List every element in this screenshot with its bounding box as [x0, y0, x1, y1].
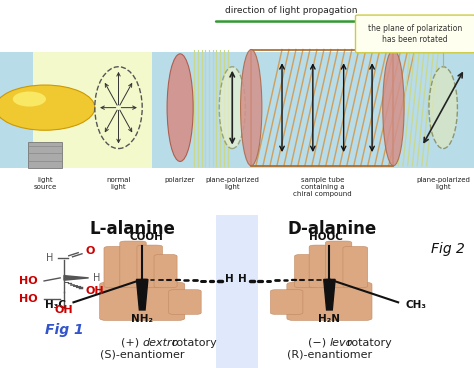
FancyBboxPatch shape — [120, 241, 146, 288]
Text: CH₃: CH₃ — [405, 300, 426, 309]
Ellipse shape — [241, 50, 262, 166]
Text: light
source: light source — [33, 177, 57, 190]
Polygon shape — [33, 52, 152, 168]
FancyBboxPatch shape — [271, 290, 303, 314]
Text: D-alanine: D-alanine — [287, 220, 376, 238]
Text: H: H — [93, 273, 101, 283]
Bar — [251, 50, 393, 166]
FancyBboxPatch shape — [309, 245, 335, 288]
Text: H: H — [238, 275, 246, 284]
FancyBboxPatch shape — [326, 241, 352, 288]
Bar — [0, 52, 474, 168]
FancyBboxPatch shape — [356, 15, 474, 53]
Text: the plane of polarization
has been rotated: the plane of polarization has been rotat… — [368, 24, 462, 45]
Text: HO: HO — [19, 276, 38, 286]
FancyBboxPatch shape — [287, 282, 372, 321]
Polygon shape — [324, 279, 335, 310]
Ellipse shape — [167, 54, 193, 162]
Ellipse shape — [383, 50, 404, 166]
FancyBboxPatch shape — [343, 247, 368, 288]
Text: HOOC: HOOC — [309, 232, 343, 242]
Polygon shape — [216, 215, 258, 368]
Text: rotatory: rotatory — [347, 338, 392, 348]
Polygon shape — [64, 276, 89, 280]
Text: L-alanine: L-alanine — [90, 220, 176, 238]
Text: levo: levo — [329, 338, 353, 348]
Text: sample tube
containing a
chiral compound: sample tube containing a chiral compound — [293, 177, 352, 197]
Text: H₂N: H₂N — [319, 314, 340, 324]
Text: plane-polarized
light: plane-polarized light — [205, 177, 259, 190]
FancyBboxPatch shape — [169, 290, 201, 314]
Ellipse shape — [429, 67, 457, 149]
Circle shape — [0, 85, 95, 130]
Text: (−): (−) — [308, 338, 329, 348]
FancyBboxPatch shape — [294, 255, 318, 288]
Ellipse shape — [219, 67, 246, 149]
Text: Fig 1: Fig 1 — [45, 323, 83, 337]
FancyBboxPatch shape — [154, 255, 177, 288]
Text: Fig 2: Fig 2 — [431, 242, 465, 256]
Text: COOH: COOH — [129, 232, 163, 242]
FancyBboxPatch shape — [100, 282, 185, 321]
Circle shape — [13, 92, 46, 107]
Text: (S)-enantiomer: (S)-enantiomer — [100, 349, 184, 359]
FancyBboxPatch shape — [104, 247, 129, 288]
Text: (+): (+) — [120, 338, 142, 348]
Text: plane-polarized
light: plane-polarized light — [416, 177, 470, 190]
FancyBboxPatch shape — [137, 245, 163, 288]
Text: H: H — [225, 275, 234, 284]
Text: OH: OH — [85, 286, 104, 296]
Text: H₃C: H₃C — [46, 300, 66, 309]
Text: (R)-enantiomer: (R)-enantiomer — [287, 349, 372, 359]
Text: NH₂: NH₂ — [131, 314, 153, 324]
FancyBboxPatch shape — [28, 142, 62, 168]
Polygon shape — [137, 279, 148, 310]
Text: polarizer: polarizer — [165, 177, 195, 183]
Text: O: O — [85, 246, 95, 256]
Text: dextro: dextro — [142, 338, 179, 348]
Text: OH: OH — [55, 305, 73, 315]
Text: rotatory: rotatory — [172, 338, 216, 348]
Text: direction of light propagation: direction of light propagation — [225, 6, 358, 15]
Text: H: H — [46, 253, 54, 263]
Text: HO: HO — [19, 294, 38, 304]
Text: normal
light: normal light — [106, 177, 131, 190]
